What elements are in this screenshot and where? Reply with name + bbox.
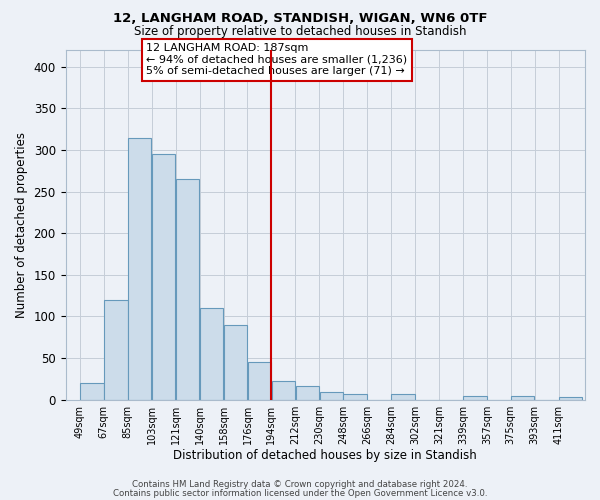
Text: 12 LANGHAM ROAD: 187sqm
← 94% of detached houses are smaller (1,236)
5% of semi-: 12 LANGHAM ROAD: 187sqm ← 94% of detache… [146,43,407,76]
Bar [272,382,295,400]
Bar [511,396,535,400]
Bar [343,394,367,400]
Text: Size of property relative to detached houses in Standish: Size of property relative to detached ho… [134,25,466,38]
Bar [224,325,247,400]
Y-axis label: Number of detached properties: Number of detached properties [15,132,28,318]
Bar [200,308,223,400]
Bar [248,362,271,400]
Text: 12, LANGHAM ROAD, STANDISH, WIGAN, WN6 0TF: 12, LANGHAM ROAD, STANDISH, WIGAN, WN6 0… [113,12,487,26]
X-axis label: Distribution of detached houses by size in Standish: Distribution of detached houses by size … [173,450,477,462]
Bar [104,300,128,400]
Text: Contains HM Land Registry data © Crown copyright and database right 2024.: Contains HM Land Registry data © Crown c… [132,480,468,489]
Bar [80,383,104,400]
Bar [152,154,175,400]
Bar [176,179,199,400]
Bar [320,392,343,400]
Bar [128,138,151,400]
Text: Contains public sector information licensed under the Open Government Licence v3: Contains public sector information licen… [113,488,487,498]
Bar [559,397,583,400]
Bar [463,396,487,400]
Bar [296,386,319,400]
Bar [391,394,415,400]
